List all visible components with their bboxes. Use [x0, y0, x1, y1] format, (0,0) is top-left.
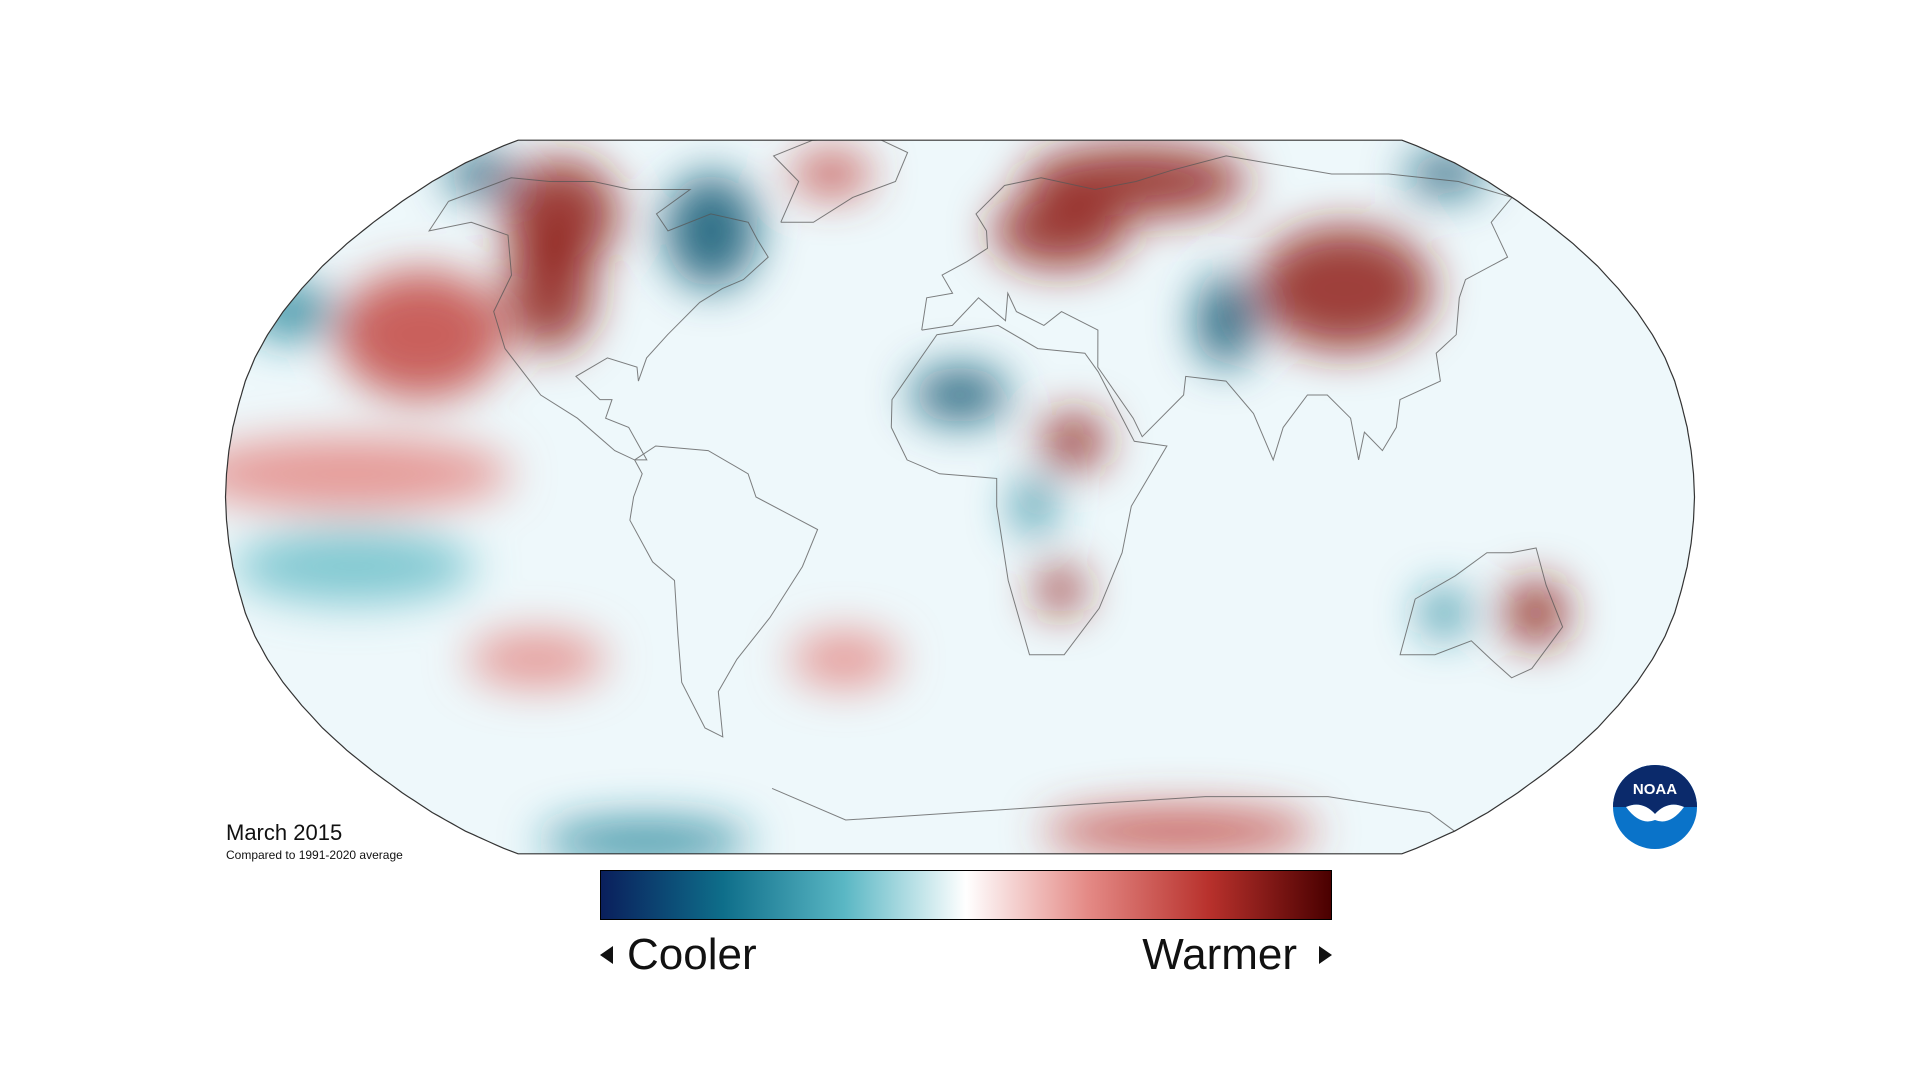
anomaly-region-19: [232, 529, 476, 604]
anomaly-region-7: [1256, 226, 1432, 351]
coastline-3: [890, 324, 1168, 656]
left-arrow-icon: [600, 946, 613, 964]
coastline-5: [1399, 547, 1564, 679]
anomaly-region-21: [540, 819, 751, 854]
svg-text:NOAA: NOAA: [1633, 781, 1677, 798]
anomaly-region-4: [791, 152, 872, 196]
legend-cooler: Cooler: [600, 930, 757, 980]
legend-warmer-label: Warmer: [1142, 930, 1297, 979]
anomaly-region-10: [1041, 413, 1106, 470]
noaa-logo: NOAA: [1612, 764, 1698, 850]
map-outline: [224, 139, 1696, 855]
legend-warmer: Warmer: [1130, 930, 1332, 980]
legend-cooler-label: Cooler: [627, 930, 757, 979]
anomaly-region-1: [506, 226, 595, 351]
noaa-logo-icon: NOAA: [1613, 765, 1697, 849]
anomaly-region-6: [993, 193, 1126, 269]
right-arrow-icon: [1319, 946, 1332, 964]
anomaly-region-9: [912, 367, 1008, 423]
anomaly-region-11: [1013, 478, 1054, 535]
anomaly-region-12: [1036, 566, 1085, 613]
anomaly-region-13: [1503, 580, 1568, 646]
anomaly-region-22: [1042, 808, 1318, 854]
anomaly-region-17: [790, 631, 899, 688]
anomaly-region-3: [664, 174, 758, 288]
anomaly-region-18: [467, 631, 607, 688]
coastline-2: [629, 445, 819, 738]
anomaly-region-8: [1195, 275, 1257, 367]
baseline-subtitle: Compared to 1991-2020 average: [226, 848, 403, 862]
anomaly-region-20: [245, 284, 336, 340]
anomaly-region-16: [225, 436, 512, 511]
map-date-title: March 2015: [226, 820, 343, 845]
coastline-1: [772, 140, 909, 223]
coastline-4: [921, 155, 1513, 462]
anomaly-region-15: [336, 270, 507, 399]
color-scale-bar: [600, 870, 1332, 920]
coastline-0: [428, 177, 769, 461]
coastline-6: [771, 787, 1455, 832]
anomaly-region-14: [1420, 589, 1469, 637]
